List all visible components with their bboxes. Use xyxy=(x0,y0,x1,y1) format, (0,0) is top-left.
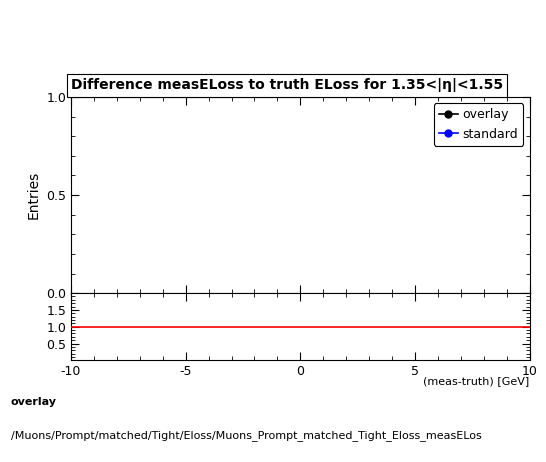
Legend: overlay, standard: overlay, standard xyxy=(434,103,524,146)
Text: overlay: overlay xyxy=(11,397,57,407)
Text: /Muons/Prompt/matched/Tight/Eloss/Muons_Prompt_matched_Tight_Eloss_measELos: /Muons/Prompt/matched/Tight/Eloss/Muons_… xyxy=(11,430,482,441)
Y-axis label: Entries: Entries xyxy=(27,171,40,219)
Text: (meas-truth) [GeV]: (meas-truth) [GeV] xyxy=(423,377,530,387)
Text: Difference measELoss to truth ELoss for 1.35<|η|<1.55: Difference measELoss to truth ELoss for … xyxy=(71,79,503,92)
